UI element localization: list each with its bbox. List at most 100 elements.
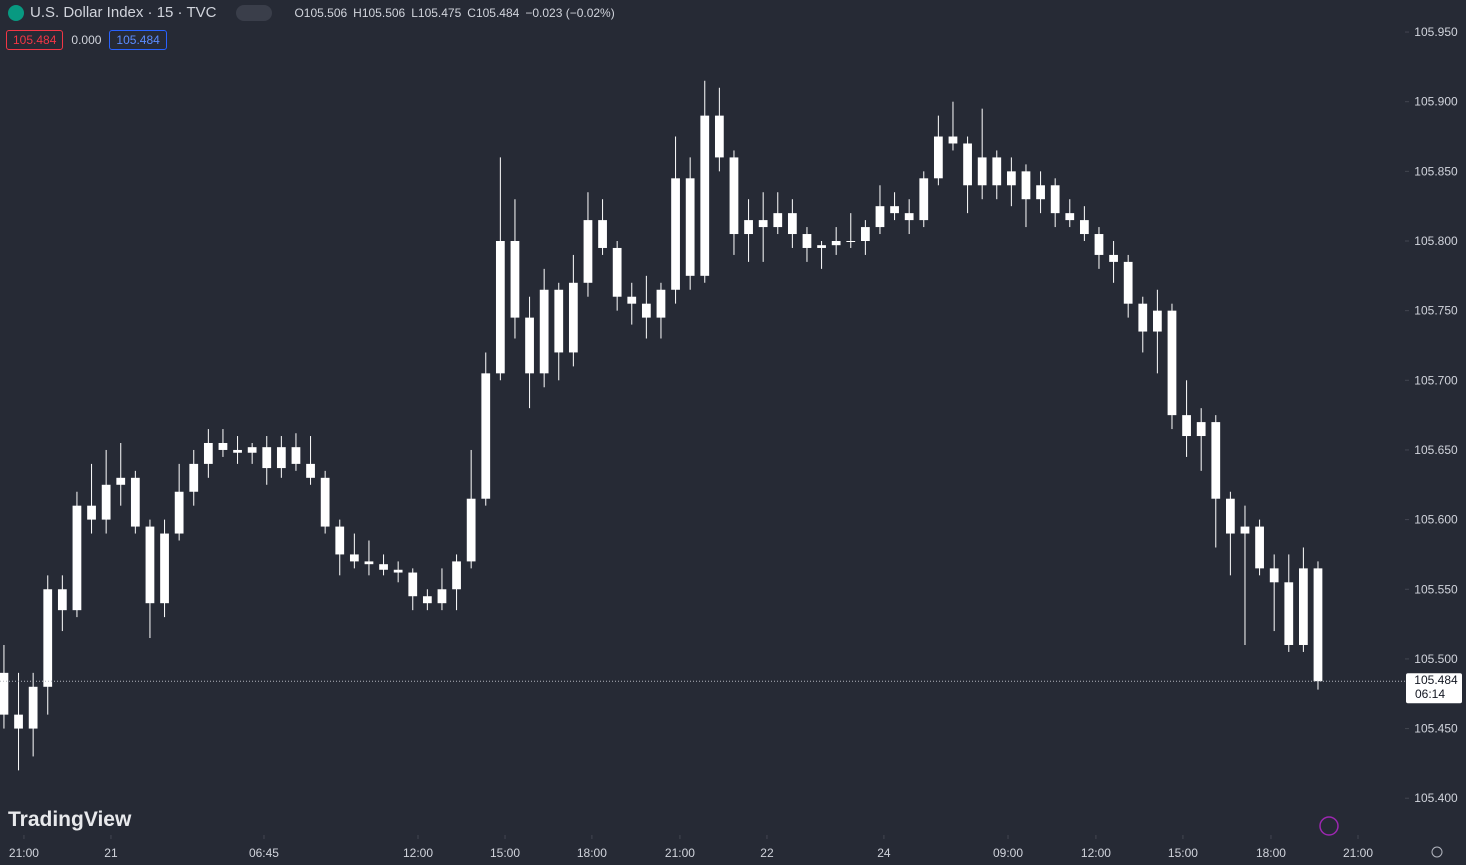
spread: 0.000 — [71, 33, 102, 47]
y-tick-label: 105.700 — [1414, 373, 1458, 387]
candle-body — [101, 484, 111, 520]
candle-body — [0, 672, 9, 715]
candle-body — [320, 477, 330, 527]
x-tick-label: 24 — [877, 846, 891, 860]
candle-body — [510, 240, 520, 318]
candle-body — [612, 247, 622, 297]
candle-body — [306, 463, 315, 478]
candle-body — [233, 449, 242, 453]
candle-body — [904, 213, 914, 221]
candle-body — [671, 178, 680, 290]
candle-body — [714, 115, 724, 158]
candle-body — [525, 317, 534, 374]
candle-body — [583, 220, 593, 283]
candle-body — [452, 561, 461, 590]
candle-body — [160, 533, 169, 604]
candle-body — [189, 463, 199, 492]
candle-body — [87, 505, 96, 520]
candle-body — [598, 220, 607, 248]
countdown-label: 06:14 — [1415, 687, 1445, 701]
candle-body — [437, 589, 447, 604]
x-tick-label: 09:00 — [993, 846, 1023, 860]
sell-price[interactable]: 105.484 — [6, 30, 64, 50]
y-tick-label: 105.800 — [1414, 234, 1458, 248]
y-tick-label: 105.950 — [1414, 25, 1458, 39]
y-tick-label: 105.550 — [1414, 582, 1458, 596]
header: U.S. Dollar Index · 15 · TVC O105.506 H1… — [8, 4, 615, 21]
candle-body — [641, 303, 651, 318]
candle-body — [554, 289, 564, 353]
ohlc-open: O105.506 — [294, 5, 348, 20]
candle-body — [860, 227, 870, 241]
candle-body — [948, 136, 958, 144]
buy-price[interactable]: 105.484 — [109, 30, 167, 50]
alert-icon[interactable] — [1319, 816, 1339, 836]
candle-body — [43, 589, 53, 687]
candle-body — [685, 178, 695, 276]
candle-body — [1006, 171, 1016, 186]
candle-body — [130, 477, 140, 527]
candle-body — [758, 220, 768, 228]
candle-body — [963, 143, 972, 186]
candle-body — [846, 240, 856, 242]
ohlc-change: −0.023 (−0.02%) — [525, 5, 615, 20]
last-price-box — [1406, 673, 1462, 704]
candle-body — [247, 447, 257, 453]
candle-body — [787, 213, 797, 235]
x-tick-label: 21:00 — [9, 846, 39, 860]
y-tick-label: 105.850 — [1414, 164, 1458, 178]
candle-body — [1211, 422, 1221, 499]
settings-icon[interactable] — [1431, 846, 1443, 858]
x-tick-label: 22 — [760, 846, 774, 860]
candle-body — [802, 234, 812, 248]
candle-body — [831, 240, 841, 246]
symbol-title[interactable]: U.S. Dollar Index · 15 · TVC — [30, 4, 217, 21]
candle-body — [890, 206, 899, 214]
candle-body — [919, 178, 929, 221]
candle-body — [291, 447, 301, 464]
y-tick-label: 105.900 — [1414, 95, 1458, 109]
y-tick-label: 105.450 — [1414, 722, 1458, 736]
ohlc: O105.506 H105.506 L105.475 C105.484 −0.0… — [294, 6, 614, 20]
x-tick-label: 15:00 — [490, 846, 520, 860]
candle-body — [627, 296, 637, 304]
candle-body — [568, 282, 578, 353]
candle-body — [262, 447, 272, 469]
candle-body — [1109, 254, 1118, 262]
candle-body — [1167, 310, 1177, 416]
watermark: TradingView — [8, 808, 132, 831]
x-tick-label: 12:00 — [403, 846, 433, 860]
ohlc-close: C105.484 — [467, 5, 520, 20]
ohlc-low: L105.475 — [411, 5, 462, 20]
y-tick-label: 105.500 — [1414, 652, 1458, 666]
candle-body — [495, 240, 505, 374]
candle-body — [466, 498, 476, 562]
candle-body — [72, 505, 82, 611]
candle-body — [335, 526, 345, 555]
badges: 105.484 0.000 105.484 — [6, 30, 167, 50]
candle-body — [1065, 213, 1075, 221]
x-tick-label: 12:00 — [1081, 846, 1111, 860]
candle-body — [393, 569, 403, 573]
candle-body — [875, 206, 885, 228]
symbol-icon — [8, 4, 24, 21]
x-tick-label: 06:45 — [249, 846, 279, 860]
candle-body — [539, 289, 549, 374]
candle-body — [349, 554, 359, 562]
y-tick-label: 105.400 — [1414, 791, 1458, 805]
y-tick-label: 105.600 — [1414, 513, 1458, 527]
candle-body — [1240, 526, 1250, 534]
candle-body — [422, 596, 432, 604]
candle-body — [276, 447, 286, 469]
candle-body — [379, 564, 388, 570]
candle-body — [744, 220, 753, 235]
candle-body — [1152, 310, 1162, 332]
candle-body — [364, 561, 374, 565]
ohlc-high: H105.506 — [353, 5, 406, 20]
candle-body — [817, 245, 826, 248]
candle-body — [408, 572, 418, 597]
candle-body — [773, 213, 783, 228]
candle-body — [1123, 261, 1133, 304]
